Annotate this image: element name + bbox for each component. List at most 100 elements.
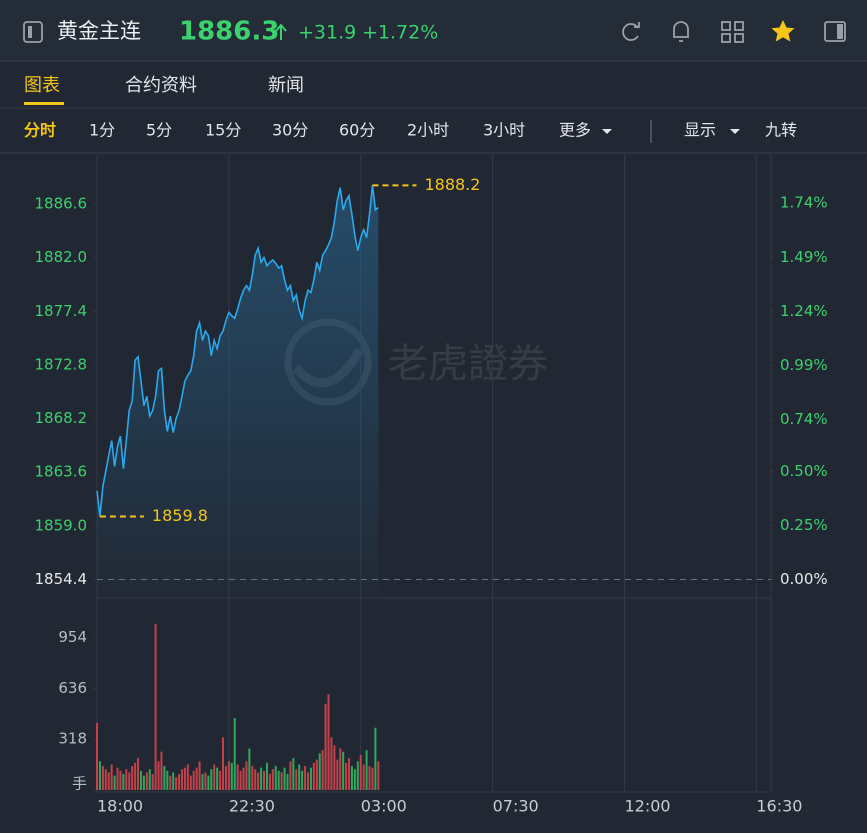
y-tick-label: 1886.6 <box>35 194 88 212</box>
tab[interactable]: 新闻 <box>268 75 304 96</box>
volume-bar <box>210 769 213 790</box>
volume-bar <box>222 737 225 790</box>
volume-bar <box>330 737 333 790</box>
volume-bar <box>110 764 113 790</box>
period-option[interactable]: 3小时 <box>483 121 525 140</box>
y2-tick-label: 0.00% <box>780 570 828 588</box>
y-tick-label: 1882.0 <box>35 248 88 266</box>
y-tick-label: 636 <box>58 679 87 697</box>
alert-button[interactable] <box>673 21 689 42</box>
volume-bar <box>374 727 377 790</box>
x-tick-label: 12:00 <box>624 797 670 816</box>
volume-bar <box>339 748 342 790</box>
y-tick-label: 318 <box>58 730 87 748</box>
volume-bar <box>230 762 233 790</box>
volume-bar <box>268 774 271 790</box>
x-tick-label: 22:30 <box>229 797 275 816</box>
volume-bar <box>116 767 119 790</box>
volume-bar <box>224 766 227 790</box>
period-option[interactable]: 2小时 <box>407 121 449 140</box>
volume-bar <box>101 766 104 790</box>
last-price: 1886.3 <box>179 17 279 47</box>
y2-tick-label: 0.25% <box>780 516 828 534</box>
volume-bar <box>318 753 321 790</box>
y-tick-label: 1863.6 <box>35 463 88 481</box>
y2-tick-label: 0.99% <box>780 356 828 374</box>
period-option[interactable]: 30分 <box>272 121 308 140</box>
volume-bar <box>245 761 248 790</box>
refresh-button[interactable] <box>622 22 640 41</box>
volume-bar <box>251 766 254 790</box>
volume-bar <box>348 758 351 790</box>
volume-bar <box>183 767 186 790</box>
volume-bar <box>213 764 216 790</box>
volume-bar <box>145 772 148 790</box>
watermark-text: 老虎證券 <box>388 341 548 387</box>
volume-bar <box>298 764 301 790</box>
panel-button[interactable] <box>824 21 846 42</box>
y-tick-label: 1854.4 <box>35 570 88 588</box>
up-arrow <box>275 23 287 40</box>
tab[interactable]: 合约资料 <box>125 75 197 96</box>
volume-bar <box>192 770 195 790</box>
y2-tick-label: 1.24% <box>780 302 828 320</box>
x-tick-label: 03:00 <box>361 797 407 816</box>
volume-bar <box>336 759 339 790</box>
volume-bar <box>254 769 257 790</box>
volume-bar <box>306 772 309 790</box>
nine-turn-button[interactable]: 九转 <box>765 121 797 140</box>
extreme-label: 1859.8 <box>152 506 208 525</box>
y-tick-label: 1868.2 <box>35 409 88 427</box>
volume-bar <box>104 769 107 790</box>
volume-bar <box>309 767 312 790</box>
period-option[interactable]: 15分 <box>205 121 241 140</box>
volume-bar <box>201 774 204 790</box>
volume-bar <box>368 766 371 790</box>
volume-bar <box>280 772 283 790</box>
x-tick-label: 16:30 <box>756 797 802 816</box>
favorite-button[interactable] <box>771 20 795 42</box>
volume-bar <box>312 762 315 790</box>
period-option[interactable]: 分时 <box>24 121 56 140</box>
caret <box>602 129 612 134</box>
extreme-label: 1888.2 <box>424 175 480 194</box>
volume-bar <box>139 770 142 790</box>
volume-bar <box>160 751 163 790</box>
layout-button[interactable] <box>721 21 744 43</box>
volume-bar <box>175 777 178 790</box>
y-tick-label: 954 <box>58 628 87 646</box>
volume-bar <box>362 764 365 790</box>
volume-bar <box>292 758 295 790</box>
volume-bar <box>172 772 175 790</box>
volume-bar <box>283 767 286 790</box>
more-dropdown[interactable]: 更多 <box>559 121 591 140</box>
volume-bar <box>271 769 274 790</box>
volume-bar <box>216 767 219 790</box>
volume-bar <box>204 772 207 790</box>
volume-bar <box>263 770 266 790</box>
volume-bar <box>169 775 172 790</box>
volume-bar <box>239 770 242 790</box>
period-option[interactable]: 1分 <box>89 121 115 140</box>
period-option[interactable]: 60分 <box>339 121 375 140</box>
volume-bar <box>227 761 230 790</box>
volume-bar <box>128 772 131 790</box>
price-change: +31.9 <box>298 22 356 44</box>
volume-bar <box>350 766 353 790</box>
volume-bar <box>286 774 289 790</box>
price-area <box>97 185 379 598</box>
volume-bar <box>180 769 183 790</box>
volume-bar <box>119 770 122 790</box>
y2-tick-label: 0.50% <box>780 462 828 480</box>
period-option[interactable]: 5分 <box>146 121 172 140</box>
sidebar-toggle[interactable] <box>23 21 43 43</box>
price-line <box>96 185 379 517</box>
x-tick-label: 07:30 <box>493 797 539 816</box>
display-dropdown[interactable]: 显示 <box>684 121 716 140</box>
tab-underline <box>24 102 64 105</box>
volume-bar <box>333 745 336 790</box>
volume-bar <box>96 722 98 790</box>
tab[interactable]: 图表 <box>24 75 60 96</box>
